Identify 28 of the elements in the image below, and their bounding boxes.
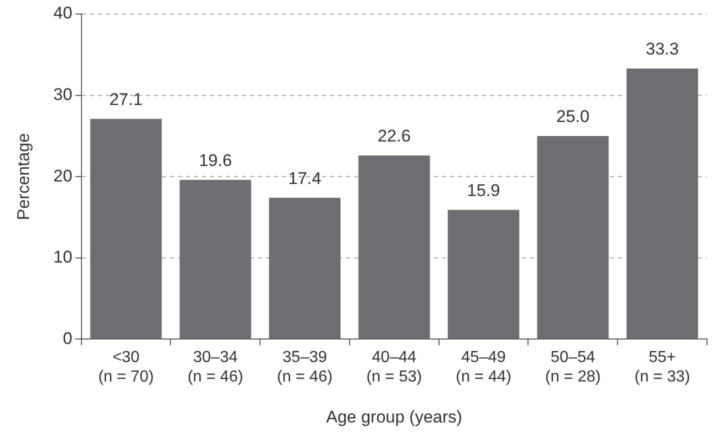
x-tick-label: 50–54 (n = 28) bbox=[545, 349, 601, 386]
y-tick-label: 20 bbox=[53, 166, 72, 186]
y-tick-label: 30 bbox=[53, 84, 72, 104]
data-label: 15.9 bbox=[466, 181, 500, 200]
x-tick-label: 55+ (n = 33) bbox=[634, 349, 690, 386]
y-tick-label: 0 bbox=[62, 328, 72, 348]
bar bbox=[90, 118, 162, 339]
bar bbox=[626, 68, 698, 339]
x-tick-label: 40–44 (n = 53) bbox=[366, 349, 422, 386]
y-tick-label: 10 bbox=[53, 248, 72, 267]
bar bbox=[269, 198, 341, 339]
data-label: 27.1 bbox=[109, 90, 143, 110]
x-tick-label: <30 (n = 70) bbox=[98, 349, 154, 386]
data-label: 33.3 bbox=[646, 40, 679, 59]
data-label: 22.6 bbox=[378, 126, 411, 146]
data-label: 19.6 bbox=[198, 151, 232, 170]
bar bbox=[448, 210, 520, 339]
x-axis-title: Age group (years) bbox=[326, 407, 462, 426]
x-tick-label: 45–49 (n = 44) bbox=[456, 349, 512, 386]
bar bbox=[537, 136, 609, 339]
x-tick-label: 35–39 (n = 46) bbox=[276, 349, 333, 386]
y-axis-title: Percentage bbox=[14, 133, 33, 220]
bar bbox=[180, 180, 252, 339]
data-label: 25.0 bbox=[556, 107, 590, 126]
data-label: 17.4 bbox=[288, 168, 322, 188]
x-tick-label: 30–34 (n = 46) bbox=[188, 349, 244, 386]
bar bbox=[358, 155, 430, 339]
y-tick-label: 40 bbox=[53, 4, 72, 23]
